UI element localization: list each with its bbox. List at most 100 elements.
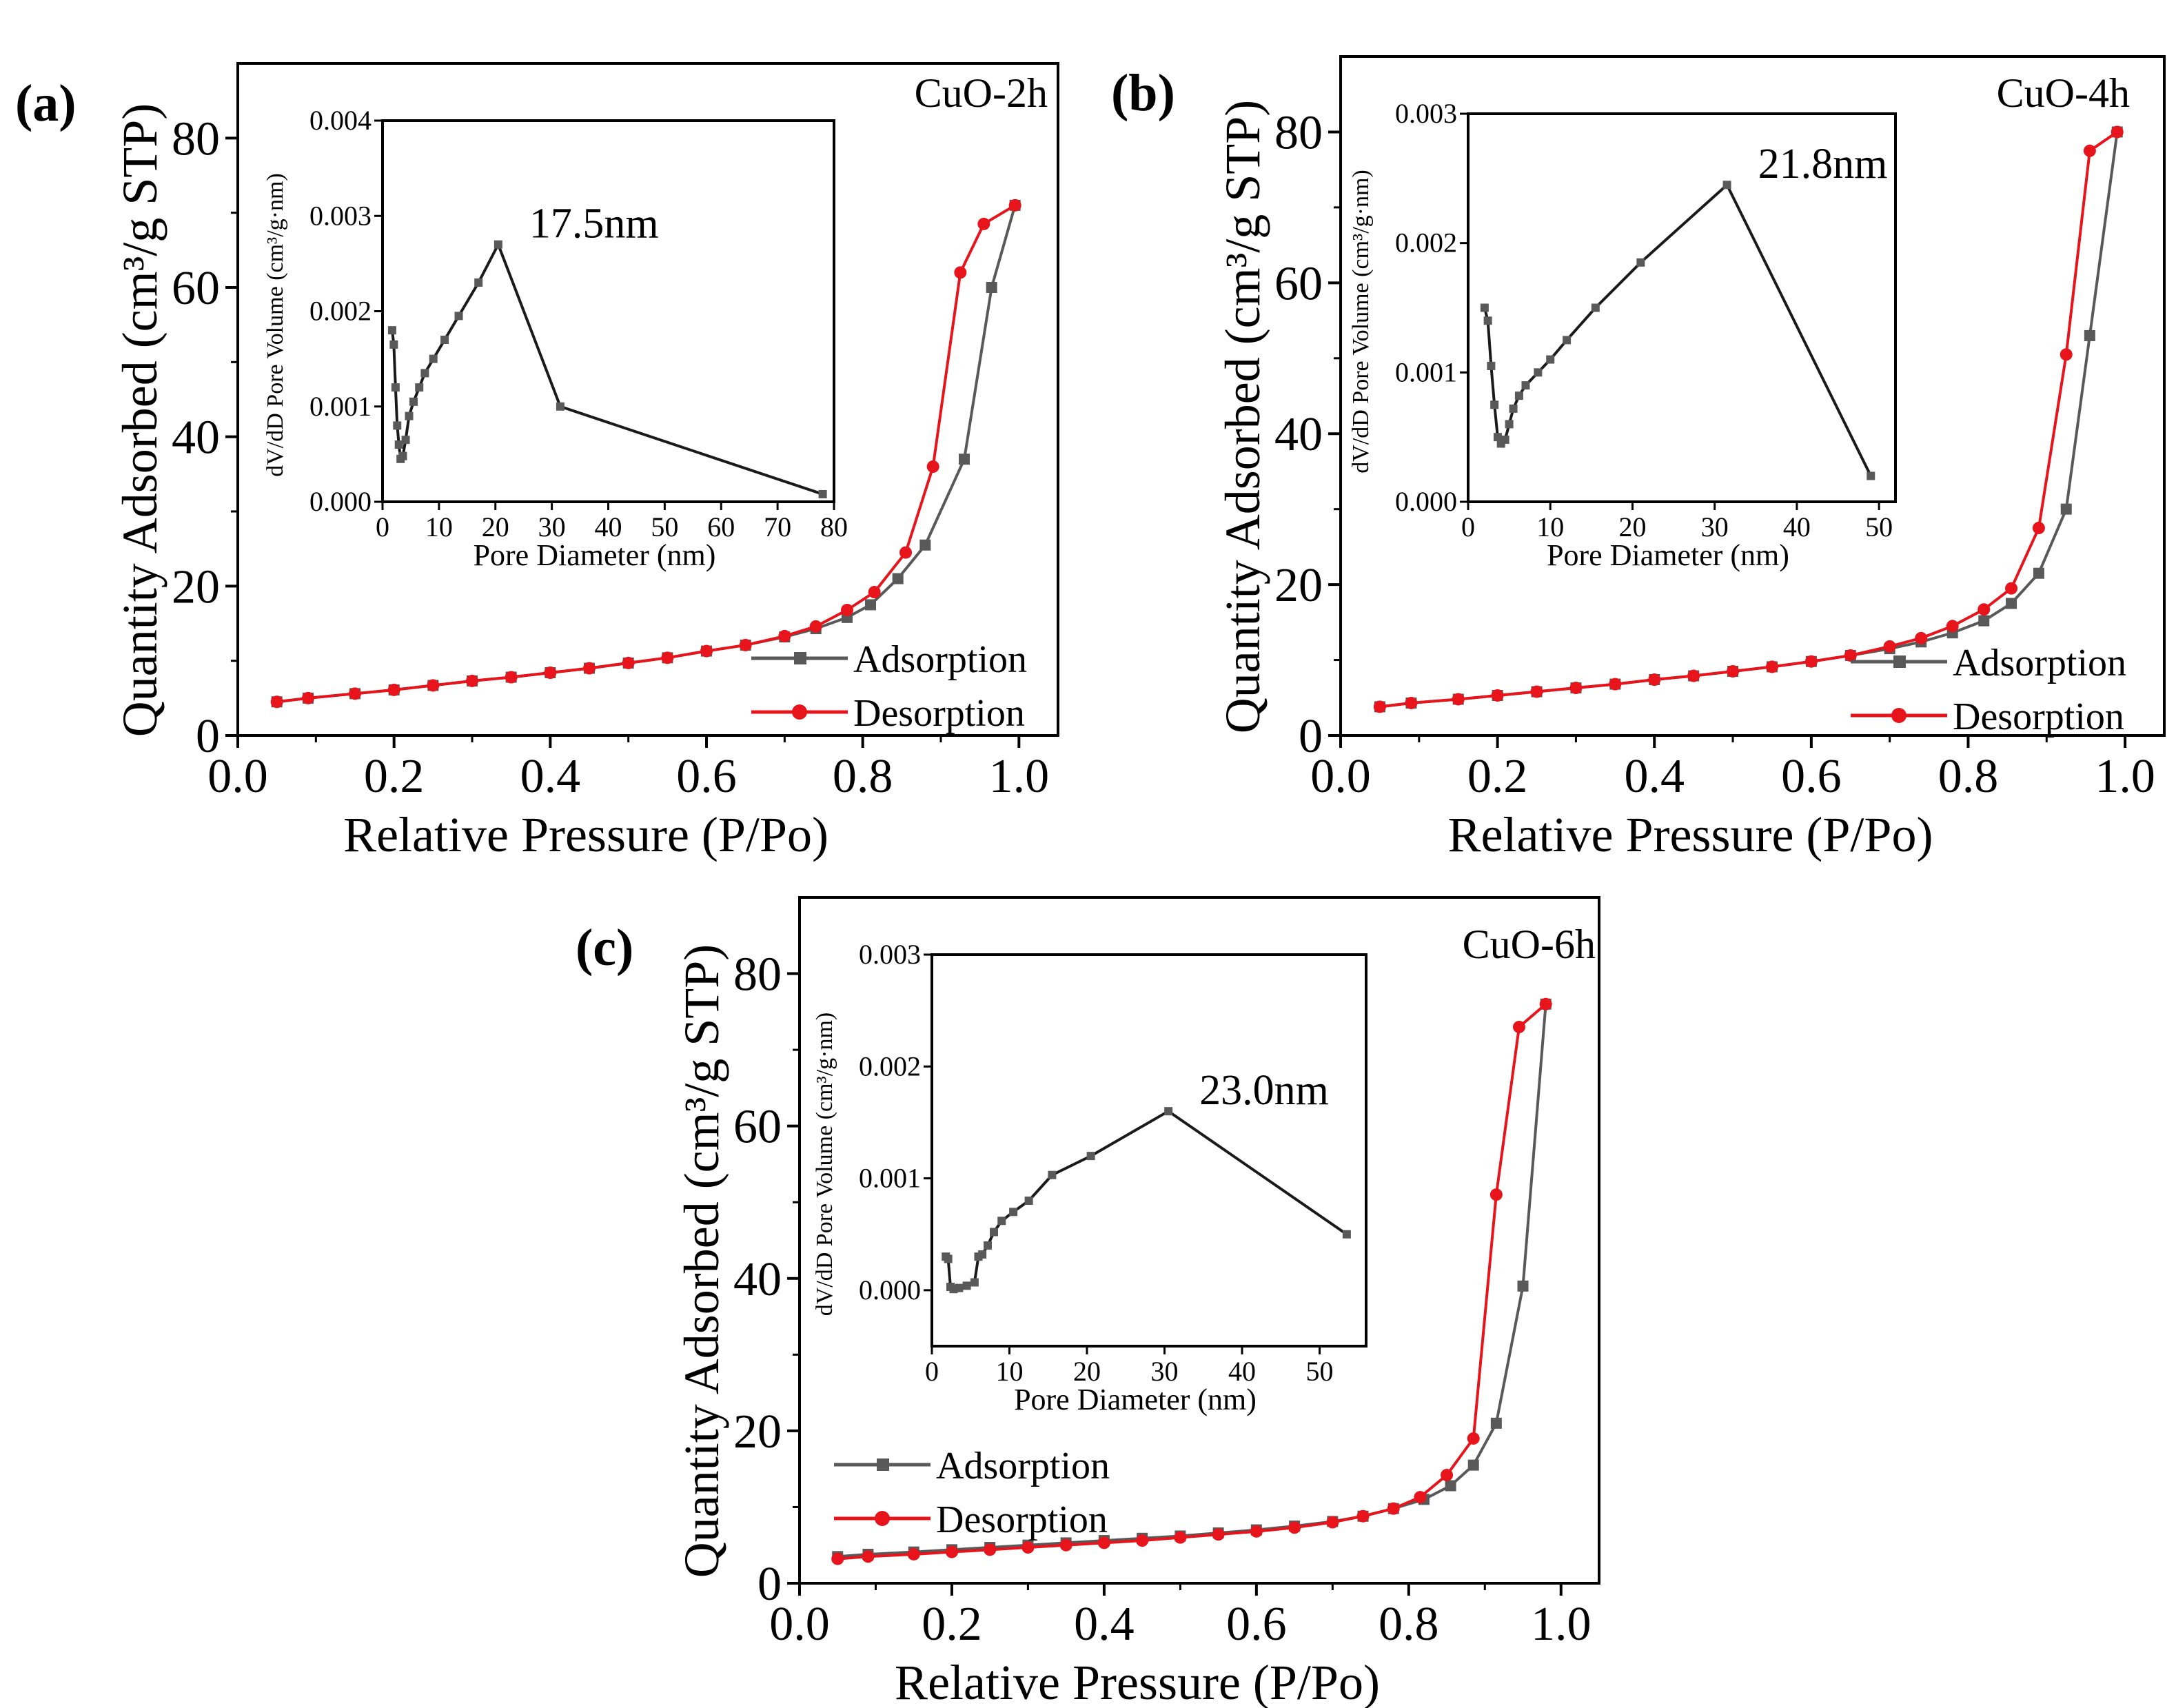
x-tick-label: 0.0 — [769, 1598, 830, 1651]
panel-label: (a) — [15, 74, 77, 132]
plot-frame — [798, 896, 1600, 1585]
inset-chart: 0 10 20 30 40 50 0.000 0.001 0.002 0.003 Pore Diam… — [1348, 98, 1897, 572]
inset-x-tick-label: 80 — [820, 511, 848, 542]
adsorption-point — [2006, 598, 2017, 609]
desorption-point — [831, 1552, 844, 1565]
desorption-point — [349, 687, 361, 700]
desorption-point — [1765, 660, 1778, 673]
x-axis-title: Relative Pressure (P/Po) — [895, 1655, 1380, 1708]
plot-frame — [1339, 55, 2166, 737]
desorption-point — [862, 1550, 875, 1563]
inset-point — [1534, 368, 1543, 377]
inset-y-tick-label: 0.002 — [859, 1050, 921, 1081]
desorption-point — [1452, 693, 1465, 706]
desorption-point — [1405, 696, 1418, 709]
x-tick-label: 0.4 — [520, 750, 581, 803]
legend-label: Adsorption — [853, 638, 1027, 681]
inset-point — [1024, 1197, 1033, 1206]
inset-point — [970, 1278, 979, 1287]
inset-point — [955, 1283, 964, 1292]
desorption-point — [1609, 678, 1622, 691]
x-tick-label: 0.6 — [1781, 750, 1842, 803]
inset-point — [405, 411, 414, 420]
inset-y-tick-label: 0.003 — [859, 939, 921, 970]
legend-label: Desorption — [1953, 695, 2124, 738]
legend-label: Desorption — [853, 692, 1025, 735]
desorption-point — [583, 662, 596, 675]
inset-point — [556, 402, 565, 411]
desorption-point — [1441, 1469, 1454, 1482]
inset-point — [1636, 258, 1645, 267]
desorption-point — [841, 604, 853, 616]
adsorption-point — [2060, 503, 2072, 515]
inset-frame — [1467, 112, 1897, 503]
inset-point — [393, 421, 402, 430]
inset-point — [1490, 400, 1499, 409]
inset-point — [409, 397, 418, 406]
inset-point — [1867, 471, 1875, 480]
inset-y-tick-label: 0.002 — [1395, 227, 1457, 258]
desorption-point — [2060, 348, 2073, 361]
y-axis-title: Quantity Adsorbed (cm³/g STP) — [1215, 100, 1270, 734]
inset-y-tick-label: 0.000 — [309, 486, 372, 517]
inset-point — [1514, 392, 1523, 400]
inset-x-tick-label: 40 — [595, 511, 622, 542]
desorption-point — [984, 1543, 997, 1556]
adsorption-point — [2084, 329, 2095, 341]
y-tick-label: 60 — [172, 262, 220, 315]
inset-point — [387, 326, 396, 335]
inset-x-tick-label: 10 — [425, 511, 453, 542]
inset-point — [394, 440, 403, 449]
desorption-point — [1539, 997, 1552, 1010]
x-tick-label: 0.6 — [676, 750, 737, 803]
inset-point — [440, 335, 449, 344]
desorption-point — [778, 629, 791, 642]
adsorption-point — [1978, 615, 1990, 627]
x-axis-title: Relative Pressure (P/Po) — [1448, 807, 1933, 862]
legend-marker-circle — [875, 1511, 890, 1526]
inset-x-tick-label: 50 — [651, 511, 678, 542]
desorption-point — [1059, 1538, 1072, 1552]
inset-point — [389, 340, 398, 349]
y-tick-label: 80 — [172, 112, 220, 165]
inset-x-tick-label: 30 — [538, 511, 566, 542]
x-tick-label: 0.0 — [1310, 750, 1371, 803]
panel-a: 0.0 0.2 0.4 0.6 0.8 1.0 0 20 40 60 80 Relative Pres… — [15, 62, 1059, 862]
desorption-point — [270, 695, 283, 709]
inset-x-axis-title: Pore Diameter (nm) — [1014, 1383, 1257, 1416]
adsorption-point — [2033, 567, 2044, 579]
inset-y-tick-label: 0.000 — [859, 1274, 921, 1305]
inset-point — [1086, 1152, 1095, 1161]
desorption-point — [945, 1545, 958, 1558]
inset-point — [978, 1250, 987, 1259]
x-tick-label: 1.0 — [989, 750, 1050, 803]
x-tick-label: 0.8 — [833, 750, 893, 803]
desorption-point — [302, 691, 314, 704]
inset-point — [1493, 433, 1502, 442]
y-axis-title: Quantity Adsorbed (cm³/g STP) — [674, 944, 729, 1578]
x-tick-label: 1.0 — [2095, 750, 2155, 803]
inset-x-tick-label: 10 — [996, 1356, 1024, 1387]
inset-point — [474, 278, 483, 287]
desorption-point — [1326, 1516, 1339, 1529]
series-line-adsorption — [837, 1004, 1547, 1558]
inset-point — [1521, 381, 1530, 390]
desorption-point — [1915, 631, 1928, 644]
inset-point — [1501, 435, 1509, 444]
panel-label: (b) — [1111, 64, 1175, 122]
desorption-point — [427, 679, 440, 692]
inset-y-tick-label: 0.002 — [309, 296, 372, 327]
plot-frame — [236, 62, 1059, 737]
desorption-point — [1883, 640, 1896, 653]
series-line-desorption — [1379, 130, 2118, 709]
adsorption-point — [919, 539, 931, 551]
inset-point — [398, 451, 407, 460]
inset-point — [429, 354, 438, 363]
desorption-point — [1008, 199, 1021, 212]
desorption-point — [1977, 603, 1991, 616]
desorption-point — [1513, 1020, 1525, 1033]
adsorption-point — [959, 454, 970, 465]
inset-x-tick-label: 0 — [1461, 511, 1475, 542]
inset-series-line — [1483, 182, 1873, 477]
desorption-point — [1687, 669, 1700, 682]
